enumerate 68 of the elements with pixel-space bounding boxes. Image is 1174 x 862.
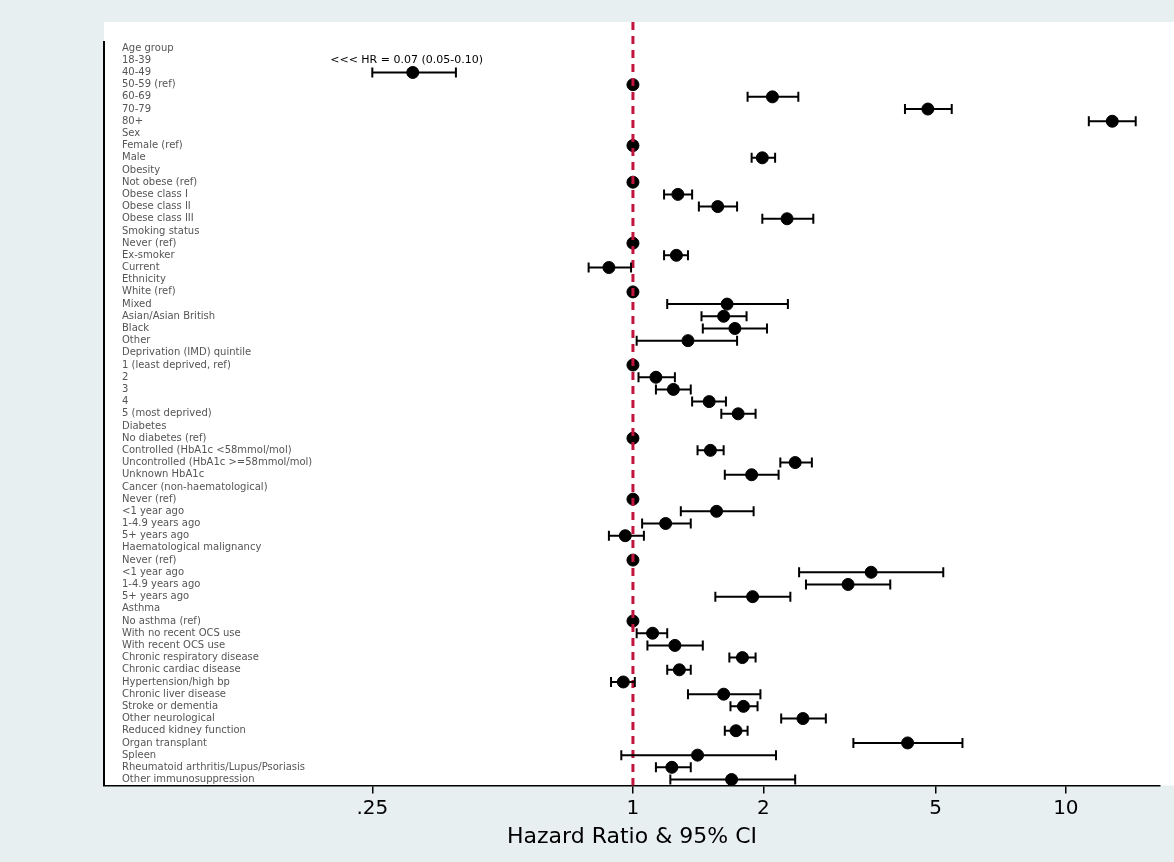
x-tick-label: 10: [1053, 794, 1079, 819]
y-tick-label: Black: [122, 322, 150, 334]
y-tick-label: Stroke or dementia: [122, 699, 219, 711]
y-tick-label: Other: [122, 334, 152, 346]
y-tick-label: Reduced kidney function: [122, 724, 246, 736]
y-tick-label: Female (ref): [122, 139, 183, 151]
y-tick-label: Never (ref): [122, 492, 177, 504]
y-tick-label: Controlled (HbA1c <58mmol/mol): [122, 443, 292, 455]
y-tick-label: Obese class III: [122, 212, 194, 224]
y-tick-label: 4: [122, 395, 129, 407]
y-tick-label: Sex: [122, 127, 141, 139]
y-tick-label: Ethnicity: [122, 273, 166, 285]
y-tick-label: Uncontrolled (HbA1c >=58mmol/mol): [122, 456, 313, 468]
y-tick-label: Haematological malignancy: [122, 541, 262, 553]
y-tick-label: <1 year ago: [122, 565, 185, 577]
y-tick-label: Hypertension/high bp: [122, 675, 230, 687]
x-axis-title: Hazard Ratio & 95% CI: [506, 822, 758, 848]
y-tick-label: Rheumatoid arthritis/Lupus/Psoriasis: [122, 760, 306, 772]
y-tick-label: Current: [122, 261, 160, 273]
y-tick-label: Asian/Asian British: [122, 309, 216, 321]
y-tick-label: Cancer (non-haematological): [122, 480, 268, 492]
y-tick-label: Organ transplant: [122, 736, 208, 748]
y-tick-label: 3: [122, 383, 129, 395]
y-tick-label: Deprivation (IMD) quintile: [122, 346, 252, 358]
y-tick-label: 2: [122, 370, 129, 382]
y-tick-label: Never (ref): [122, 553, 177, 565]
y-tick-label: 40-49: [122, 66, 152, 78]
y-tick-label: 60-69: [122, 90, 152, 102]
y-tick-label: White (ref): [122, 285, 176, 297]
x-tick-label: 2: [756, 794, 770, 819]
y-tick-label: 70-79: [122, 102, 152, 114]
y-tick-label: Age group: [122, 41, 174, 53]
y-tick-label: Diabetes: [122, 419, 167, 431]
y-tick-label: 5+ years ago: [122, 529, 190, 541]
y-tick-label: <1 year ago: [122, 504, 185, 516]
y-tick-label: 1-4.9 years ago: [122, 517, 201, 529]
y-tick-label: 80+: [122, 114, 144, 126]
y-tick-label: 1-4.9 years ago: [122, 578, 201, 590]
y-tick-label: Other neurological: [122, 712, 215, 724]
y-tick-label: Smoking status: [122, 224, 200, 236]
x-tick-label: 1: [626, 794, 640, 819]
y-tick-label: Obese class II: [122, 200, 191, 212]
y-tick-label: Unknown HbA1c: [122, 468, 205, 480]
y-tick-label: 50-59 (ref): [122, 78, 176, 90]
annotation: <<< HR = 0.07 (0.05-0.10): [330, 53, 483, 67]
y-tick-label: Chronic respiratory disease: [122, 651, 259, 663]
y-tick-label: Never (ref): [122, 236, 177, 248]
x-tick-label: .25: [356, 794, 389, 819]
y-tick-label: Other immunosuppression: [122, 773, 255, 785]
x-tick-label: 5: [929, 794, 942, 819]
y-tick-label: Asthma: [122, 602, 161, 614]
y-tick-label: Chronic liver disease: [122, 687, 227, 699]
y-tick-label: Not obese (ref): [122, 175, 198, 187]
y-tick-label: With recent OCS use: [122, 639, 226, 651]
y-tick-label: Male: [122, 151, 146, 163]
y-tick-label: 1 (least deprived, ref): [122, 358, 231, 370]
y-tick-label: Obesity: [122, 163, 161, 175]
y-tick-label: No diabetes (ref): [122, 431, 207, 443]
y-tick-label: Mixed: [122, 297, 152, 309]
y-tick-label: 5+ years ago: [122, 590, 190, 602]
y-tick-label: Spleen: [122, 748, 157, 760]
y-tick-label: No asthma (ref): [122, 614, 201, 626]
y-tick-label: With no recent OCS use: [122, 626, 241, 638]
y-tick-label: Chronic cardiac disease: [122, 663, 241, 675]
y-tick-label: 18-39: [122, 53, 152, 65]
y-tick-label: 5 (most deprived): [122, 407, 212, 419]
y-tick-label: Obese class I: [122, 187, 188, 199]
y-tick-label: Ex-smoker: [122, 248, 176, 260]
